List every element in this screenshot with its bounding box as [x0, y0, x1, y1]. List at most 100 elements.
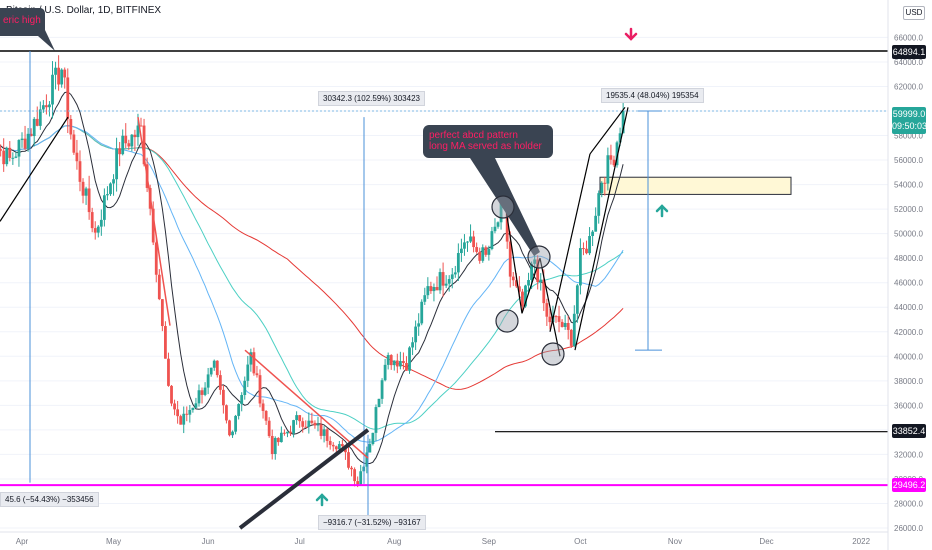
candle-body: [487, 249, 491, 255]
candle-body: [29, 133, 33, 137]
range-note-left: 45.6 (−54.43%) −353456: [0, 492, 99, 507]
candle-body: [17, 140, 21, 157]
callout-abcd: perfect abcd pattern long MA served as h…: [423, 125, 553, 158]
candle-body: [96, 226, 100, 233]
candle-body: [389, 355, 393, 366]
candle-body: [481, 247, 485, 261]
price-tick-label: 46000.0: [894, 279, 923, 288]
candle-body: [14, 156, 18, 158]
price-tick-label: 48000.0: [894, 254, 923, 263]
candle-body: [298, 415, 302, 422]
trend-line-a: [0, 116, 69, 222]
candle-body: [441, 272, 445, 286]
candle-body: [514, 280, 518, 287]
candle-body: [133, 134, 137, 138]
candle-body: [26, 133, 30, 149]
ma-50: [0, 125, 624, 430]
candle-body: [264, 411, 268, 421]
candle-body: [258, 375, 262, 404]
candle-body: [331, 444, 335, 447]
price-tick-label: 28000.0: [894, 499, 923, 508]
candle-body: [63, 69, 67, 78]
candle-body: [423, 295, 427, 302]
candle-body: [591, 231, 595, 237]
candle-body: [408, 347, 411, 371]
candle-body: [322, 429, 326, 436]
candle-body: [444, 283, 448, 286]
candle-body: [221, 389, 225, 406]
candle-body: [395, 360, 399, 367]
price-tag-bottom-line: 29496.2: [892, 478, 926, 492]
candle-body: [582, 248, 585, 250]
candle-body: [530, 263, 533, 281]
candle-body: [432, 287, 436, 292]
candle-body: [197, 390, 201, 404]
candle-body: [398, 361, 402, 367]
candle-body: [359, 471, 363, 485]
current-price-label: 59999.0: [892, 109, 926, 119]
time-tick-label: May: [106, 537, 121, 546]
price-tick-label: 62000.0: [894, 82, 923, 91]
candle-body: [493, 226, 497, 232]
candle-body: [377, 398, 381, 408]
candle-body: [130, 134, 134, 147]
candle-body: [466, 241, 469, 243]
currency-button[interactable]: USD: [903, 6, 925, 20]
callout-abcd-line1: perfect abcd pattern: [429, 130, 518, 141]
candle-body: [475, 247, 479, 252]
candle-body: [124, 135, 128, 144]
candle-body: [365, 452, 369, 467]
candle-body: [340, 444, 344, 447]
price-tag-top-line: 64894.1: [892, 45, 926, 59]
range-note-down: −9316.7 (−31.52%) −93167: [318, 515, 426, 530]
abcd-leg-1: [504, 202, 523, 314]
candle-body: [429, 286, 433, 292]
candle-body: [154, 242, 158, 275]
candle-body: [350, 467, 353, 470]
candle-body: [542, 279, 546, 304]
candle-body: [417, 323, 421, 327]
candle-body: [603, 182, 607, 184]
price-tick-label: 36000.0: [894, 401, 923, 410]
candle-body: [292, 420, 295, 434]
candle-body: [185, 413, 189, 415]
candle-body: [521, 291, 524, 307]
price-tag-current: 59999.0 09:50:03: [892, 107, 928, 134]
candle-body: [87, 188, 91, 213]
candle-body: [579, 248, 582, 286]
candle-body: [228, 420, 231, 436]
candle-body: [328, 440, 332, 445]
candle-body: [84, 188, 88, 196]
candle-body: [8, 147, 12, 158]
candle-body: [48, 104, 51, 108]
price-tick-label: 44000.0: [894, 303, 923, 312]
price-tick-label: 52000.0: [894, 205, 923, 214]
candle-body: [35, 118, 39, 126]
candle-body: [252, 352, 256, 374]
candle-body: [2, 150, 6, 165]
marker-circle: [527, 245, 551, 269]
candle-body: [118, 148, 122, 155]
candle-body: [218, 375, 222, 390]
candle-body: [435, 287, 439, 291]
candle-body: [539, 279, 543, 283]
time-axis: Apr May Jun Jul Aug Sep Oct Nov Dec 2022: [0, 531, 888, 546]
countdown-label: 09:50:03: [892, 121, 928, 131]
candle-body: [447, 279, 451, 284]
candle-body: [527, 280, 530, 286]
candle-body: [371, 432, 375, 445]
candle-body: [225, 405, 228, 421]
candle-body: [51, 74, 54, 105]
price-tick-label: 56000.0: [894, 156, 923, 165]
channel-lower: [574, 107, 629, 351]
candle-body: [380, 380, 384, 399]
candle-body: [484, 247, 488, 255]
candle-body: [426, 286, 430, 296]
candle-body: [545, 303, 549, 317]
candle-body: [127, 143, 131, 147]
candle-body: [273, 437, 277, 455]
candle-body: [609, 155, 613, 160]
candle-body: [231, 431, 234, 436]
candle-body: [347, 452, 350, 468]
